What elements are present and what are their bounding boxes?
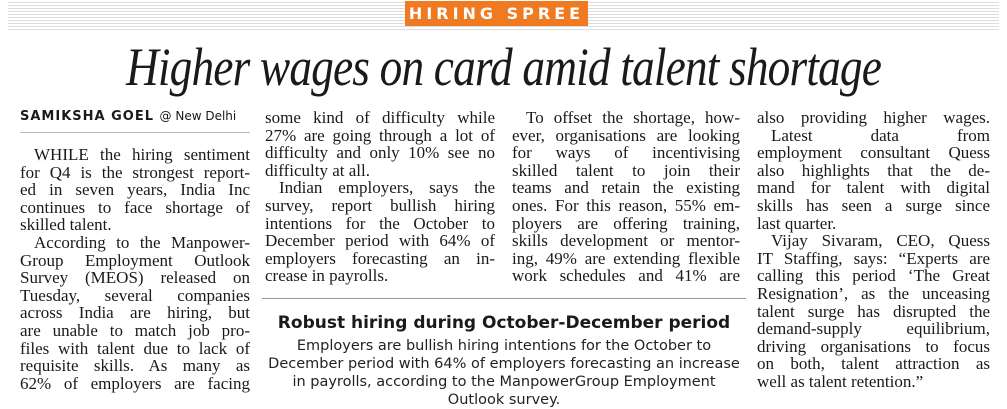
text-line: ployers are offering training,: [512, 213, 740, 233]
paragraph: Vijay Sivaram, CEO, Quess IT Staffing, sa…: [757, 232, 990, 390]
text-line: across India are hiring, but: [20, 303, 250, 323]
box-title: Robust hiring during October-December pe…: [277, 313, 731, 333]
text-line: mand for talent with digital: [757, 178, 990, 198]
text-line: Resignation’, as the unceasing: [757, 283, 990, 303]
text-line: crease in payrolls.: [265, 266, 389, 286]
text-line: Vijay Sivaram, CEO, Quess: [771, 231, 990, 251]
byline-rule: [20, 132, 250, 133]
text-line: continues to face shortage of: [20, 197, 250, 217]
text-line: To offset the shortage, how-: [526, 108, 740, 127]
text-line: ed in seven years, India Inc: [20, 180, 250, 200]
text-line: IT Staffing, says: “Experts are: [757, 248, 990, 268]
paragraph: To offset the shortage, how-ever, organi…: [512, 109, 740, 285]
text-line: employment consultant Quess: [757, 143, 990, 163]
text-line: demand-supply equilibrium,: [757, 319, 990, 339]
column-1: WHILE the hiring sentiment for Q4 is the …: [20, 146, 250, 392]
paragraph: also providing higher wages.: [757, 109, 990, 127]
text-line: 27% are going through a lot of: [265, 125, 495, 145]
text-line: intentions for the October to: [265, 213, 495, 233]
text-line: are unable to match job pro-: [20, 320, 250, 340]
text-line: for ways of incentivising: [512, 143, 740, 163]
highlight-box: Robust hiring during October-December pe…: [262, 298, 746, 408]
text-line: talent surge has disrupted the: [757, 301, 990, 321]
paragraph: WHILE the hiring sentiment for Q4 is the …: [20, 146, 250, 234]
section-kicker: HIRING SPREE: [405, 1, 588, 26]
text-line: skills development or mentor-: [512, 231, 740, 251]
text-line: ing, 49% are extending flexible: [512, 248, 740, 268]
box-body: Employers are bullish hiring intentions …: [268, 338, 740, 408]
text-line: for Q4 is the strongest report-: [20, 162, 250, 182]
text-line: Survey (MEOS) released on: [20, 268, 250, 288]
text-line: difficulty and only 10% see no: [265, 143, 495, 163]
text-line: files with talent due to lack of: [20, 338, 250, 358]
text-line: work schedules and 41% are: [512, 266, 740, 286]
text-line: ever, organisations are looking: [512, 125, 740, 145]
text-line: last quarter.: [757, 213, 837, 233]
text-line: Tuesday, several companies: [20, 285, 250, 305]
text-line: difficulty at all.: [265, 160, 370, 180]
column-3: To offset the shortage, how-ever, organi…: [512, 109, 740, 285]
text-line: also highlights that the de-: [757, 160, 990, 180]
text-line: on both, talent attraction as: [757, 354, 990, 374]
text-line: some kind of difficulty while: [265, 108, 495, 127]
text-line: WHILE the hiring sentiment: [34, 145, 250, 164]
text-line: requisite skills. As many as: [20, 356, 250, 376]
column-4: also providing higher wages. Latest data …: [757, 109, 990, 391]
column-2: some kind of difficulty while 27% are goi…: [265, 109, 495, 285]
text-line: According to the Manpower-: [34, 232, 250, 252]
text-line: ones. For this reason, 55% em-: [512, 195, 740, 215]
text-line: teams and retain the existing: [512, 178, 740, 198]
text-line: employers forecasting an in-: [265, 248, 495, 268]
paragraph: some kind of difficulty while 27% are goi…: [265, 109, 495, 179]
text-line: skills has seen a surge since: [757, 195, 990, 215]
paragraph: Indian employers, says the survey, report…: [265, 179, 495, 285]
text-line: Group Employment Outlook: [20, 250, 250, 270]
paragraph: According to the Manpower- Group Employme…: [20, 234, 250, 392]
text-line: survey, report bullish hiring: [265, 195, 495, 215]
text-line: also providing higher wages.: [757, 108, 990, 127]
paragraph: Latest data from employment consultant Qu…: [757, 125, 990, 233]
dateline: @ New Delhi: [159, 109, 237, 123]
text-line: driving organisations to focus: [757, 336, 990, 356]
text-line: skilled talent.: [20, 215, 112, 235]
text-line: calling this period ‘The Great: [757, 266, 990, 286]
text-line: Latest data from: [771, 125, 990, 145]
text-line: skilled talent to join their: [512, 160, 740, 180]
byline: SAMIKSHA GOEL @ New Delhi: [20, 109, 236, 124]
headline: Higher wages on card amid talent shortag…: [125, 37, 882, 97]
text-line: Indian employers, says the: [279, 178, 495, 198]
text-line: December period with 64% of: [265, 231, 495, 251]
text-line: 62% of employers are facing: [20, 373, 250, 393]
author: SAMIKSHA GOEL: [20, 109, 154, 124]
text-line: well as talent retention.”: [757, 371, 924, 391]
